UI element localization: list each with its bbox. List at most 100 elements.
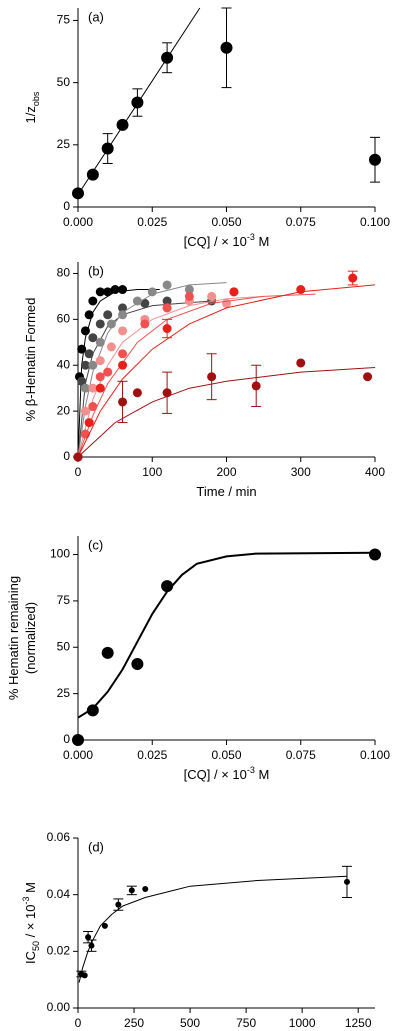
data-point	[229, 287, 239, 297]
y-axis-label-part: 1/z	[23, 106, 38, 123]
x-tick-label: 400	[365, 465, 385, 479]
data-point	[222, 298, 231, 308]
y-axis-label-part: -3	[21, 896, 31, 904]
data-point	[162, 296, 172, 306]
y-tick-label: 0.00	[47, 1000, 71, 1014]
data-point	[80, 326, 90, 336]
x-tick-label: 0.025	[137, 748, 167, 762]
data-point	[81, 972, 88, 979]
data-point	[296, 358, 306, 368]
data-point	[72, 734, 84, 746]
data-point	[207, 291, 217, 301]
y-axis-label: % Hematin remaining	[6, 576, 21, 700]
x-axis-label-part: M	[255, 234, 269, 249]
fit-curve	[77, 293, 316, 458]
data-point	[369, 153, 381, 166]
fit-curve	[77, 284, 376, 458]
data-point	[369, 548, 381, 561]
y-tick-label: 0	[63, 449, 70, 463]
y-axis-label-part: / × 10	[23, 904, 38, 941]
data-point	[118, 397, 128, 407]
y-tick-label: 75	[57, 13, 71, 27]
y-tick-label: 0.04	[47, 887, 71, 901]
x-axis-label-part: -3	[247, 765, 255, 775]
data-point	[80, 406, 90, 416]
data-point	[161, 580, 174, 593]
y-tick-label: 80	[57, 266, 71, 280]
data-point	[184, 291, 194, 301]
y-axis-label: 1/zobs	[23, 91, 41, 123]
data-point	[77, 376, 87, 386]
panel-label: (b)	[88, 263, 104, 278]
y-axis-label-part: M	[23, 882, 38, 896]
data-point	[95, 356, 105, 366]
y-axis-label-part: IC	[23, 951, 38, 964]
y-axis-label: % β-Hematin Formed	[23, 298, 38, 422]
y-tick-label: 0	[63, 199, 70, 213]
y-tick-label: 75	[57, 593, 71, 607]
data-point	[88, 402, 98, 412]
fit-curve	[78, 875, 348, 983]
fit-curve	[77, 295, 264, 458]
x-tick-label: 0.100	[360, 748, 390, 762]
x-tick-label: 200	[216, 465, 236, 479]
x-tick-label: 0.000	[63, 748, 93, 762]
x-tick-label: 0.050	[211, 215, 241, 229]
y-tick-label: 20	[57, 403, 71, 417]
fit-curve	[77, 289, 160, 458]
data-point	[84, 418, 94, 428]
data-point	[95, 337, 105, 347]
data-point	[84, 349, 94, 359]
data-point	[132, 388, 142, 398]
x-tick-label: 100	[142, 465, 162, 479]
data-point	[72, 187, 84, 200]
y-axis-label-part: obs	[31, 91, 41, 106]
x-tick-label: 500	[180, 1016, 200, 1030]
data-point	[207, 372, 217, 382]
data-point	[88, 296, 98, 306]
data-point	[162, 280, 172, 290]
data-point	[86, 168, 99, 181]
data-point	[142, 886, 149, 892]
data-point	[80, 360, 90, 370]
y-tick-label: 0	[63, 732, 70, 746]
data-point	[220, 41, 233, 54]
data-point	[88, 942, 95, 949]
data-point	[73, 452, 83, 462]
x-axis-label: Time / min	[196, 484, 256, 499]
data-point	[161, 51, 174, 64]
data-point	[116, 118, 129, 131]
data-point	[101, 922, 108, 929]
data-point	[118, 326, 128, 336]
data-point	[77, 344, 87, 354]
data-point	[80, 429, 90, 439]
data-point	[118, 349, 128, 359]
data-point	[131, 657, 144, 670]
x-tick-label: 1000	[289, 1016, 316, 1030]
data-point	[343, 878, 350, 885]
data-point	[101, 646, 114, 659]
data-point	[363, 372, 373, 382]
x-tick-label: 1250	[345, 1016, 372, 1030]
x-tick-label: 0.000	[63, 215, 93, 229]
data-point	[95, 319, 105, 329]
x-tick-label: 750	[236, 1016, 256, 1030]
data-point	[118, 360, 128, 370]
data-point	[85, 934, 92, 941]
data-point	[128, 887, 135, 894]
data-point	[115, 901, 122, 908]
x-tick-label: 250	[124, 1016, 144, 1030]
y-tick-label: 50	[57, 639, 71, 653]
data-point	[86, 704, 99, 717]
data-point	[95, 383, 105, 393]
y-tick-label: 0.06	[47, 830, 71, 844]
data-point	[251, 381, 261, 391]
data-point	[106, 342, 116, 352]
y-tick-label: 0.02	[47, 944, 71, 958]
y-tick-label: 25	[57, 137, 71, 151]
y-axis-label-part: 50	[31, 941, 41, 951]
data-point	[118, 285, 128, 295]
data-point	[95, 372, 105, 382]
